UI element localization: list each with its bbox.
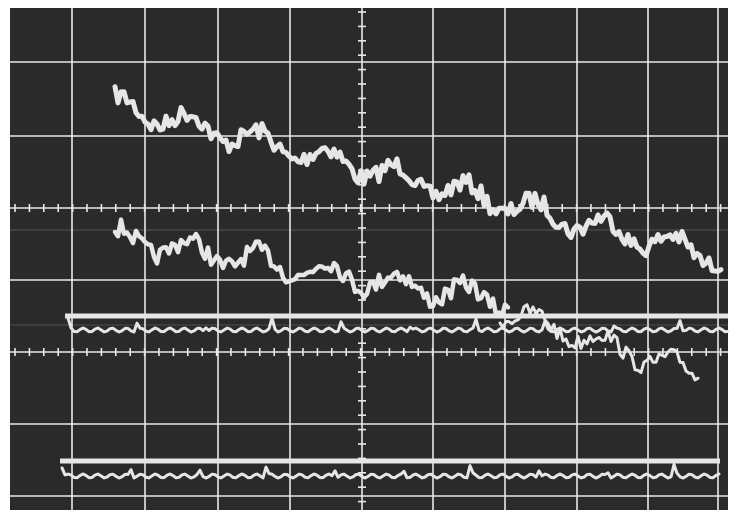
page-body: (() => { const NS = 'http://www.w3.org/2… [0,0,731,518]
screen [10,8,728,510]
oscilloscope-photo [0,0,731,518]
page: Oscilloscope trace {} html, body { margi… [0,0,731,518]
